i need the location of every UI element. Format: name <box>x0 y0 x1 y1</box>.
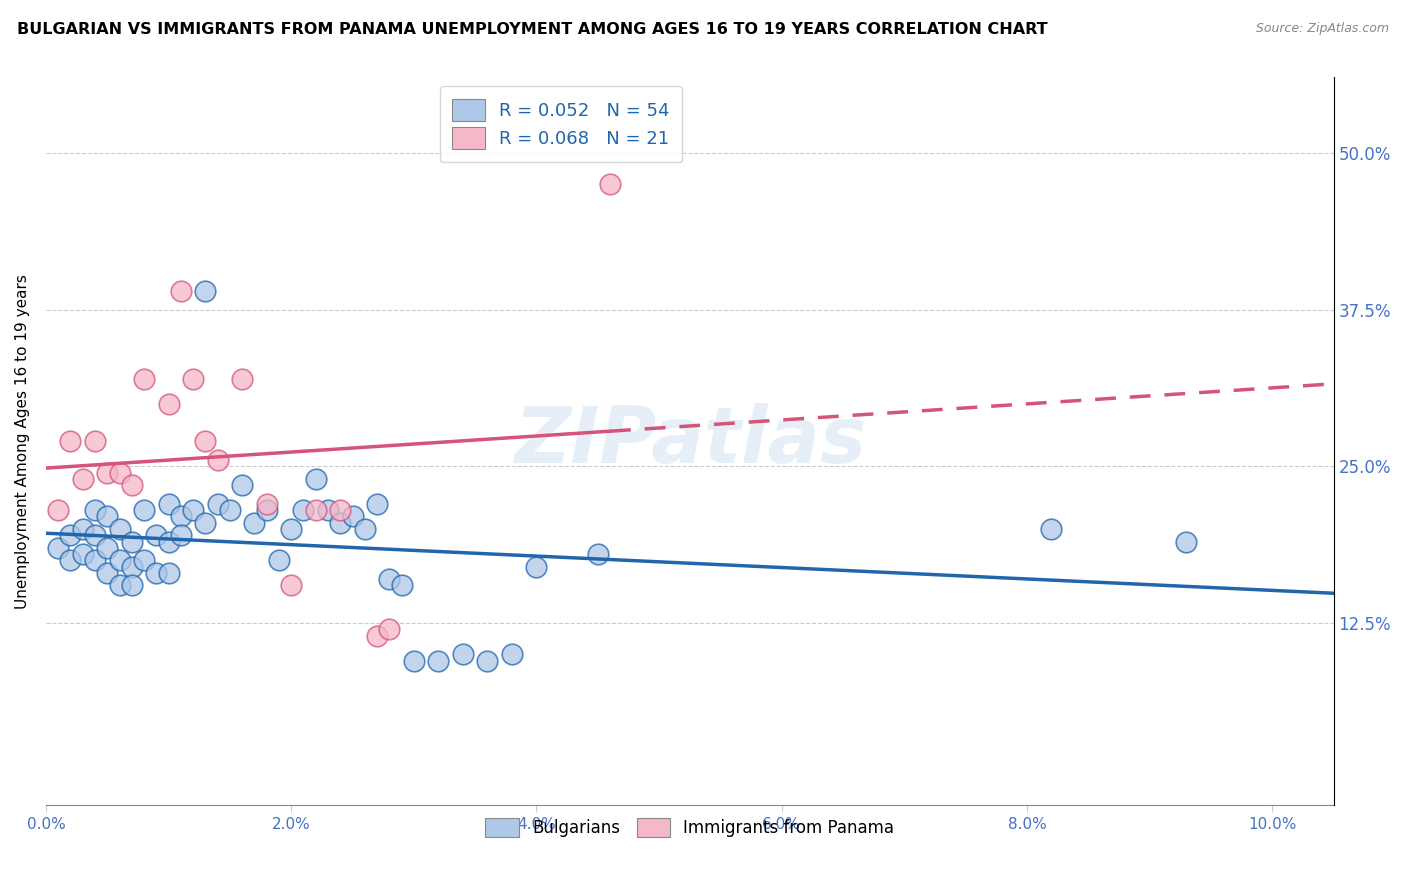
Point <box>378 572 401 586</box>
Point <box>84 553 107 567</box>
Point <box>108 466 131 480</box>
Point <box>292 503 315 517</box>
Point <box>157 497 180 511</box>
Point <box>526 559 548 574</box>
Point <box>207 497 229 511</box>
Point <box>267 553 290 567</box>
Point <box>59 434 82 449</box>
Point <box>96 466 118 480</box>
Point <box>427 654 450 668</box>
Point <box>451 648 474 662</box>
Point <box>305 503 328 517</box>
Point <box>108 553 131 567</box>
Point <box>84 503 107 517</box>
Point <box>366 497 388 511</box>
Point <box>72 522 94 536</box>
Text: Source: ZipAtlas.com: Source: ZipAtlas.com <box>1256 22 1389 36</box>
Point <box>72 472 94 486</box>
Point <box>84 434 107 449</box>
Point <box>170 528 193 542</box>
Point <box>391 578 413 592</box>
Point <box>501 648 523 662</box>
Point <box>132 553 155 567</box>
Point <box>280 578 302 592</box>
Point <box>219 503 242 517</box>
Point <box>145 566 167 580</box>
Point <box>132 503 155 517</box>
Point <box>170 509 193 524</box>
Point <box>477 654 499 668</box>
Point <box>402 654 425 668</box>
Point <box>1040 522 1063 536</box>
Point <box>378 623 401 637</box>
Legend: Bulgarians, Immigrants from Panama: Bulgarians, Immigrants from Panama <box>478 812 901 844</box>
Point <box>243 516 266 530</box>
Point <box>132 371 155 385</box>
Point <box>231 478 253 492</box>
Point <box>46 503 69 517</box>
Point <box>305 472 328 486</box>
Point <box>157 566 180 580</box>
Point <box>194 284 217 298</box>
Text: ZIPatlas: ZIPatlas <box>513 403 866 479</box>
Point <box>280 522 302 536</box>
Point <box>599 177 621 191</box>
Point <box>46 541 69 555</box>
Point <box>157 396 180 410</box>
Point <box>59 553 82 567</box>
Point <box>256 503 278 517</box>
Point <box>108 578 131 592</box>
Point <box>96 509 118 524</box>
Y-axis label: Unemployment Among Ages 16 to 19 years: Unemployment Among Ages 16 to 19 years <box>15 274 30 608</box>
Point <box>96 566 118 580</box>
Point <box>108 522 131 536</box>
Point <box>342 509 364 524</box>
Point <box>121 559 143 574</box>
Point <box>366 629 388 643</box>
Text: BULGARIAN VS IMMIGRANTS FROM PANAMA UNEMPLOYMENT AMONG AGES 16 TO 19 YEARS CORRE: BULGARIAN VS IMMIGRANTS FROM PANAMA UNEM… <box>17 22 1047 37</box>
Point <box>145 528 167 542</box>
Point <box>84 528 107 542</box>
Point <box>181 503 204 517</box>
Point <box>72 547 94 561</box>
Point <box>316 503 339 517</box>
Point <box>207 453 229 467</box>
Point <box>121 534 143 549</box>
Point <box>329 503 352 517</box>
Point <box>194 516 217 530</box>
Point <box>231 371 253 385</box>
Point <box>353 522 375 536</box>
Point <box>170 284 193 298</box>
Point <box>329 516 352 530</box>
Point <box>59 528 82 542</box>
Point <box>121 578 143 592</box>
Point <box>1175 534 1198 549</box>
Point <box>121 478 143 492</box>
Point <box>256 497 278 511</box>
Point <box>96 541 118 555</box>
Point <box>181 371 204 385</box>
Point <box>157 534 180 549</box>
Point <box>586 547 609 561</box>
Point <box>194 434 217 449</box>
